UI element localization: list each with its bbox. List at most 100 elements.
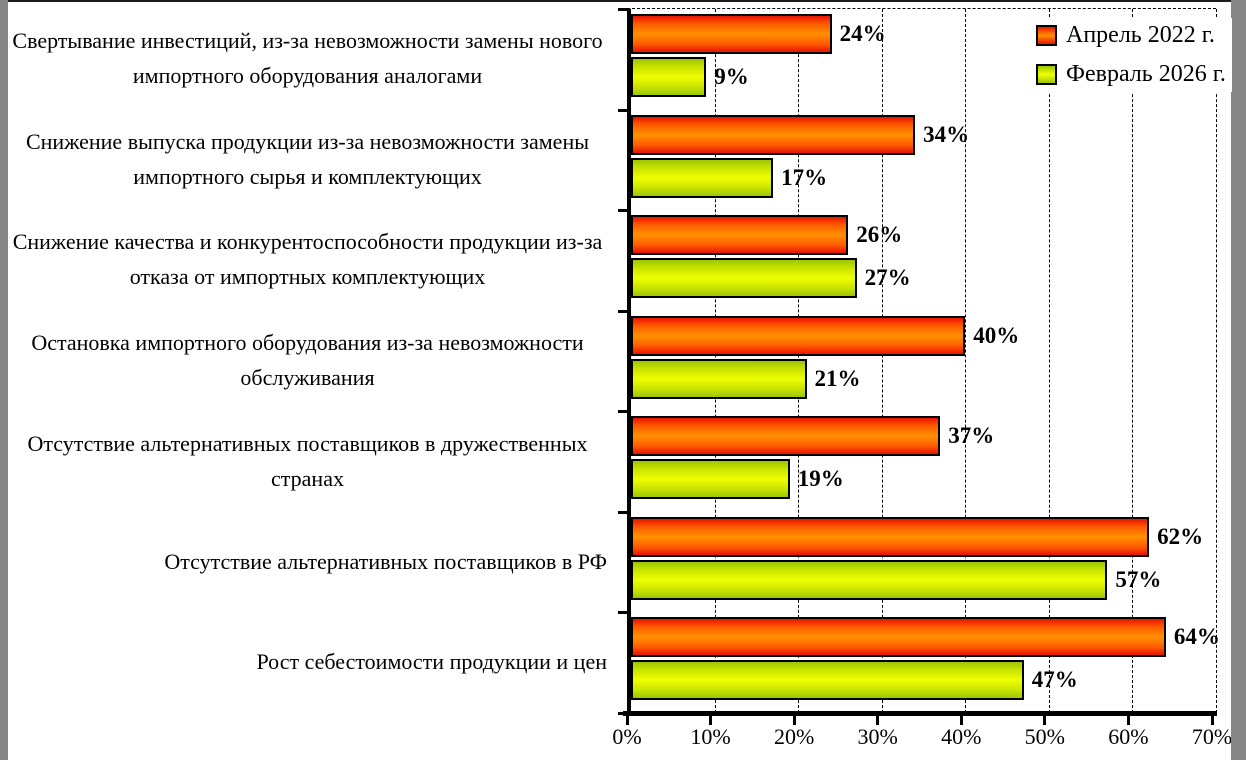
frame-border-left: [0, 0, 8, 760]
value-label: 57%: [1115, 566, 1162, 592]
bar-series-1: [631, 157, 774, 198]
category-label-row: Остановка импортного оборудования из-за …: [8, 310, 615, 411]
bar-series-0: [631, 416, 941, 457]
x-axis-tick: [1043, 716, 1047, 725]
y-axis-tick: [618, 712, 627, 715]
bar-rows: 24% 9% 34% 17% 26% 27% 40% 21% 37% 19% 62% 57% 64% 47…: [631, 9, 1220, 713]
bar-series-1: [631, 660, 1024, 701]
x-axis-tick-label: 0%: [612, 724, 642, 749]
bar-group: 64% 47%: [631, 612, 1220, 713]
x-axis-tick: [959, 716, 963, 725]
bar-line: 21%: [631, 358, 1216, 399]
category-label-row: Отсутствие альтернативных поставщиков в …: [8, 511, 615, 612]
category-label: Отсутствие альтернативных поставщиков в …: [27, 430, 588, 491]
gridline: [965, 9, 967, 713]
gridline: [881, 9, 883, 713]
bar-line: 64%: [631, 617, 1220, 658]
category-label-row: Отсутствие альтернативных поставщиков в …: [8, 410, 615, 511]
bar-line: 34%: [631, 114, 1216, 155]
x-axis-tick-label: 10%: [690, 724, 731, 749]
category-label-row: Свертывание инвестиций, из-за невозможно…: [8, 8, 615, 109]
value-label: 21%: [814, 365, 861, 391]
legend-label: Апрель 2022 г.: [1066, 22, 1215, 48]
gridline: [1132, 9, 1134, 713]
bar-line: 26%: [631, 215, 1216, 256]
x-axis-tick-label: 60%: [1108, 724, 1149, 749]
plot-area: 24% 9% 34% 17% 26% 27% 40% 21% 37% 19% 62% 57% 64% 47…: [618, 8, 1220, 715]
value-label: 64%: [1173, 624, 1220, 650]
bar-line: 47%: [631, 660, 1216, 701]
bar-line: 37%: [631, 416, 1216, 457]
x-axis-tick-label: 40%: [941, 724, 982, 749]
x-axis-tick: [1126, 716, 1130, 725]
category-label: Свертывание инвестиций, из-за невозможно…: [12, 28, 603, 89]
y-axis-tick: [618, 510, 627, 514]
x-axis-tick: [876, 716, 880, 725]
bar-group: 37% 19%: [631, 411, 1216, 512]
x-axis-tick-label: 30%: [857, 724, 898, 749]
category-label: Снижение качества и конкурентоспособност…: [12, 229, 603, 290]
bar-series-1: [631, 459, 790, 500]
value-label: 19%: [797, 466, 844, 492]
frame-border-top: [0, 0, 1246, 2]
y-axis-tick: [618, 209, 627, 213]
category-label: Рост себестоимости продукции и цен: [256, 649, 607, 675]
x-axis-tick: [709, 716, 713, 725]
bar-group: 24% 9%: [631, 9, 1216, 110]
bar-line: 40%: [631, 315, 1216, 356]
value-label: 34%: [923, 121, 970, 147]
bar-group: 40% 21%: [631, 311, 1216, 412]
bar-series-0: [631, 617, 1166, 658]
value-label: 62%: [1157, 523, 1204, 549]
gridline: [1048, 9, 1050, 713]
bar-series-0: [631, 215, 849, 256]
x-axis-tick: [1210, 716, 1214, 725]
value-label: 40%: [973, 322, 1020, 348]
value-label: 27%: [864, 265, 911, 291]
y-axis-tick: [618, 410, 627, 414]
bar-series-0: [631, 315, 966, 356]
bar-line: 9%: [631, 57, 1216, 97]
x-axis-tick-label: 20%: [773, 724, 815, 749]
value-label: 17%: [781, 164, 828, 190]
bar-series-1: [631, 258, 857, 299]
bar-line: 57%: [631, 559, 1216, 600]
category-label: Остановка импортного оборудования из-за …: [31, 330, 584, 391]
x-axis-tick: [792, 716, 796, 725]
category-label-row: Рост себестоимости продукции и цен: [8, 611, 615, 712]
legend: Апрель 2022 г. Февраль 2026 г.: [1032, 18, 1232, 92]
bar-line: 62%: [631, 516, 1216, 557]
y-axis-tick: [618, 611, 627, 615]
bar-line: 17%: [631, 157, 1216, 198]
gridline: [1216, 9, 1217, 713]
bar-series-0: [631, 14, 832, 54]
bar-series-1: [631, 57, 707, 97]
category-label-row: Снижение качества и конкурентоспособност…: [8, 209, 615, 310]
category-label-row: Снижение выпуска продукции из-за невозмо…: [8, 109, 615, 210]
value-label: 37%: [948, 423, 995, 449]
legend-item: Апрель 2022 г.: [1036, 22, 1226, 49]
bar-series-1: [631, 358, 807, 399]
bar-group: 26% 27%: [631, 210, 1216, 311]
value-label: 47%: [1031, 667, 1078, 693]
value-label: 26%: [856, 222, 903, 248]
bar-line: 19%: [631, 459, 1216, 500]
bar-group: 34% 17%: [631, 110, 1216, 211]
bar-series-0: [631, 516, 1150, 557]
bar-series-1: [631, 559, 1108, 600]
frame-border-right: [1231, 0, 1246, 760]
x-axis-tick: [625, 716, 629, 725]
legend-color-swatch: [1036, 64, 1057, 85]
value-label: 24%: [839, 21, 886, 46]
legend-item: Февраль 2026 г.: [1036, 61, 1226, 88]
bar-line: 24%: [631, 14, 1216, 54]
bar-group: 62% 57%: [631, 512, 1216, 613]
bar-series-0: [631, 114, 916, 155]
x-axis-tick-label: 70%: [1191, 724, 1233, 749]
category-axis-labels: Свертывание инвестиций, из-за невозможно…: [8, 8, 615, 712]
y-axis-tick: [618, 108, 627, 112]
value-label: 9%: [714, 64, 749, 89]
legend-label: Февраль 2026 г.: [1066, 61, 1226, 87]
x-axis-tick-labels: 0% 10% 20% 30% 40% 50% 60% 70%: [612, 724, 1232, 754]
y-axis-tick: [618, 8, 627, 11]
